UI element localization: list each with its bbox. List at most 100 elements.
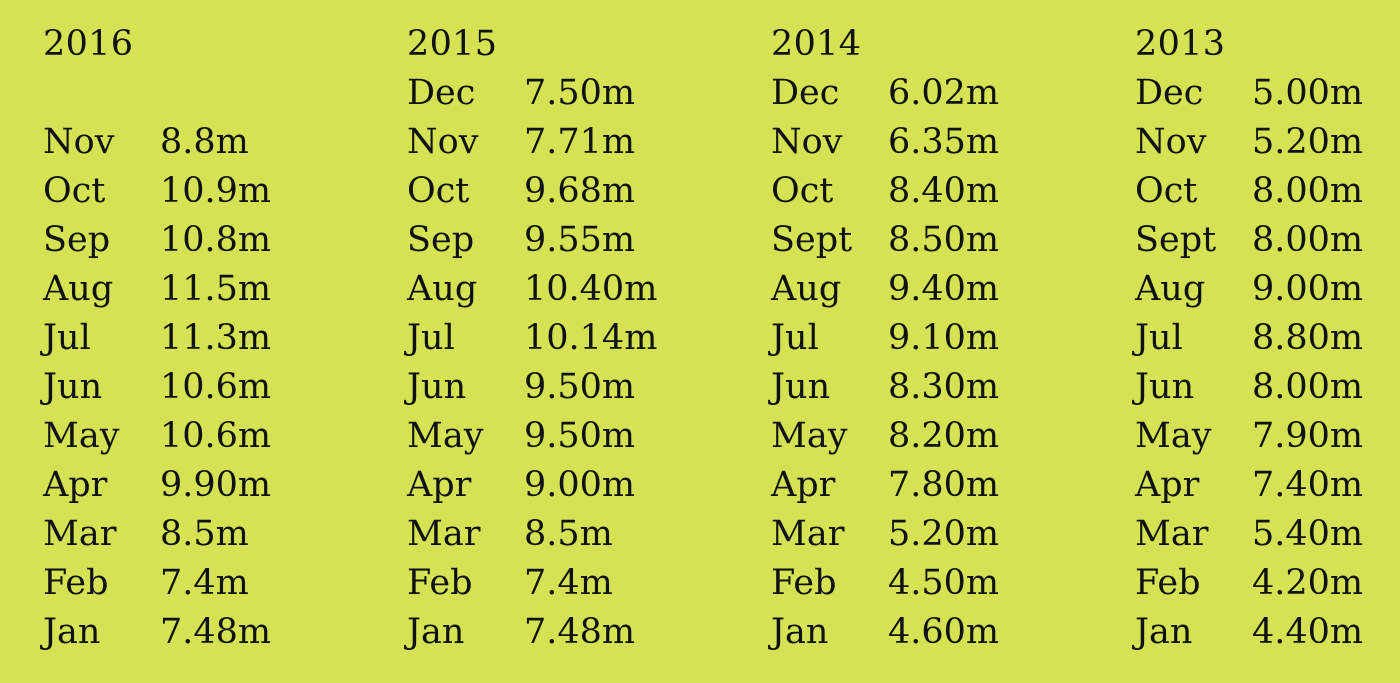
table-row: Sep 9.55m bbox=[407, 216, 747, 265]
table-row: Dec 6.02m bbox=[771, 69, 1111, 118]
month-label: Nov bbox=[771, 122, 843, 162]
month-label: Sept bbox=[771, 220, 853, 260]
month-label: Feb bbox=[1135, 563, 1201, 603]
month-value: 8.8m bbox=[160, 122, 249, 162]
month-label: May bbox=[407, 416, 484, 456]
month-value: 6.02m bbox=[888, 73, 1000, 113]
month-label: Apr bbox=[1135, 465, 1200, 505]
month-value: 7.4m bbox=[160, 563, 249, 603]
month-value: 10.6m bbox=[160, 367, 272, 407]
month-label: Jul bbox=[43, 318, 91, 358]
table-row: Apr 7.80m bbox=[771, 461, 1111, 510]
month-value: 7.40m bbox=[1252, 465, 1364, 505]
table-row: Feb 4.50m bbox=[771, 559, 1111, 608]
month-value: 10.40m bbox=[524, 269, 658, 309]
month-value: 8.5m bbox=[524, 514, 613, 554]
month-label: Apr bbox=[771, 465, 836, 505]
month-label: Jan bbox=[407, 612, 465, 652]
month-value: 10.14m bbox=[524, 318, 658, 358]
year-heading: 2014 bbox=[771, 24, 862, 64]
table-row: Apr 9.90m bbox=[43, 461, 383, 510]
month-label: Oct bbox=[1135, 171, 1198, 211]
table-row: Aug 9.40m bbox=[771, 265, 1111, 314]
table-row: Feb 4.20m bbox=[1135, 559, 1400, 608]
month-value: 10.9m bbox=[160, 171, 272, 211]
table-row: Oct 8.40m bbox=[771, 167, 1111, 216]
month-label: Jul bbox=[1135, 318, 1183, 358]
month-label: Mar bbox=[407, 514, 481, 554]
month-label: Feb bbox=[771, 563, 837, 603]
month-label: Mar bbox=[43, 514, 117, 554]
month-value: 5.20m bbox=[888, 514, 1000, 554]
month-label: Jun bbox=[43, 367, 103, 407]
month-value: 9.55m bbox=[524, 220, 636, 260]
table-row: Dec 7.50m bbox=[407, 69, 747, 118]
month-value: 4.60m bbox=[888, 612, 1000, 652]
month-label: Oct bbox=[771, 171, 834, 211]
table-row: Oct 10.9m bbox=[43, 167, 383, 216]
month-value: 9.90m bbox=[160, 465, 272, 505]
table-row: Jun 8.30m bbox=[771, 363, 1111, 412]
year-column-2014: 2014 Dec 6.02m Nov 6.35m Oct 8.40m Sept … bbox=[771, 20, 1111, 657]
month-label: Feb bbox=[43, 563, 109, 603]
month-label: Aug bbox=[771, 269, 842, 309]
month-value: 8.5m bbox=[160, 514, 249, 554]
month-value: 7.48m bbox=[524, 612, 636, 652]
table-row: Jul 9.10m bbox=[771, 314, 1111, 363]
month-label: Jan bbox=[43, 612, 101, 652]
month-value: 9.68m bbox=[524, 171, 636, 211]
table-row: Jan 7.48m bbox=[407, 608, 747, 657]
table-row: Feb 7.4m bbox=[43, 559, 383, 608]
month-label: Jun bbox=[1135, 367, 1195, 407]
month-value: 8.50m bbox=[888, 220, 1000, 260]
month-label: Dec bbox=[407, 73, 476, 113]
month-value: 8.00m bbox=[1252, 367, 1364, 407]
month-label: Mar bbox=[771, 514, 845, 554]
month-value: 10.6m bbox=[160, 416, 272, 456]
month-value: 11.5m bbox=[160, 269, 272, 309]
month-label: Nov bbox=[407, 122, 479, 162]
table-row: May 7.90m bbox=[1135, 412, 1400, 461]
table-row: Apr 7.40m bbox=[1135, 461, 1400, 510]
table-row: Nov 8.8m bbox=[43, 118, 383, 167]
year-column-2015: 2015 Dec 7.50m Nov 7.71m Oct 9.68m Sep 9… bbox=[407, 20, 747, 657]
table-row: Nov 7.71m bbox=[407, 118, 747, 167]
month-value: 5.20m bbox=[1252, 122, 1364, 162]
month-value: 4.40m bbox=[1252, 612, 1364, 652]
table-row: Jun 8.00m bbox=[1135, 363, 1400, 412]
month-value: 11.3m bbox=[160, 318, 272, 358]
month-value: 5.00m bbox=[1252, 73, 1364, 113]
table-row: Jan 7.48m bbox=[43, 608, 383, 657]
month-label: Nov bbox=[43, 122, 115, 162]
month-value: 9.10m bbox=[888, 318, 1000, 358]
table-row: Aug 10.40m bbox=[407, 265, 747, 314]
month-value: 8.20m bbox=[888, 416, 1000, 456]
month-label: Jan bbox=[771, 612, 829, 652]
month-value: 8.30m bbox=[888, 367, 1000, 407]
month-value: 9.50m bbox=[524, 416, 636, 456]
month-value: 8.80m bbox=[1252, 318, 1364, 358]
table-row: Mar 5.40m bbox=[1135, 510, 1400, 559]
month-value: 5.40m bbox=[1252, 514, 1364, 554]
table-row: Oct 8.00m bbox=[1135, 167, 1400, 216]
table-row: Apr 9.00m bbox=[407, 461, 747, 510]
year-column-2016: 2016 Nov 8.8m Oct 10.9m Sep 10.8m Aug 11… bbox=[43, 20, 383, 657]
month-label: Feb bbox=[407, 563, 473, 603]
month-value: 4.50m bbox=[888, 563, 1000, 603]
month-label: Apr bbox=[43, 465, 108, 505]
month-label: Oct bbox=[43, 171, 106, 211]
table-row: Dec 5.00m bbox=[1135, 69, 1400, 118]
month-value: 7.50m bbox=[524, 73, 636, 113]
month-label: Oct bbox=[407, 171, 470, 211]
table-row: Aug 9.00m bbox=[1135, 265, 1400, 314]
month-value: 7.71m bbox=[524, 122, 636, 162]
month-value: 8.40m bbox=[888, 171, 1000, 211]
month-label: Aug bbox=[43, 269, 114, 309]
empty-row bbox=[43, 69, 383, 118]
table-row: May 8.20m bbox=[771, 412, 1111, 461]
table-row: May 9.50m bbox=[407, 412, 747, 461]
month-label: Jul bbox=[407, 318, 455, 358]
table-row: Jul 8.80m bbox=[1135, 314, 1400, 363]
month-value: 7.4m bbox=[524, 563, 613, 603]
